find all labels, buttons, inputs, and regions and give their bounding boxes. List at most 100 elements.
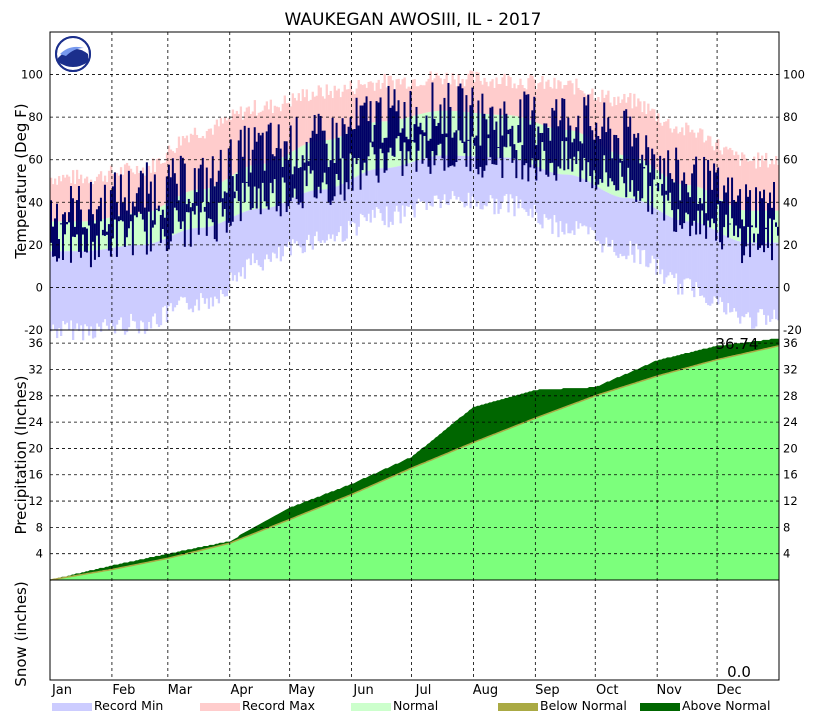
observed-temp-bar: [385, 137, 388, 171]
record-max-bar: [565, 85, 568, 130]
observed-temp-bar: [513, 144, 516, 159]
record-min-bar: [483, 157, 486, 206]
record-min-bar: [755, 242, 758, 327]
record-min-bar: [179, 231, 183, 297]
record-min-bar: [497, 157, 500, 214]
legend-label: Record Min: [94, 698, 163, 713]
record-max-bar: [203, 138, 207, 190]
record-min-bar: [165, 237, 169, 322]
precip-tick-left: 28: [28, 389, 43, 403]
record-max-bar: [491, 79, 494, 115]
grid-lines: [50, 32, 779, 680]
record-min-bar: [517, 159, 520, 209]
normal-range-bar: [765, 210, 768, 243]
observed-temp-bar: [153, 174, 156, 225]
normal-range-bar: [75, 221, 79, 252]
record-max-bar: [325, 84, 328, 141]
record-max-bar: [79, 174, 83, 222]
record-max-bar: [685, 122, 688, 186]
normal-range-bar: [659, 172, 662, 212]
month-label: May: [288, 683, 315, 698]
record-max-bar: [383, 73, 386, 122]
legend-swatch: [351, 703, 391, 711]
record-min-bar: [365, 171, 368, 222]
precip-tick-left: 12: [28, 494, 43, 508]
record-max-bar: [435, 72, 438, 112]
record-min-bar: [405, 163, 408, 207]
normal-range-bar: [463, 111, 466, 157]
observed-temp-bar: [707, 159, 710, 221]
record-max-bar: [455, 86, 458, 112]
record-max-bar: [353, 94, 356, 130]
observed-temp-bar: [183, 163, 186, 247]
record-min-bar: [659, 211, 662, 275]
record-max-bar: [497, 84, 500, 115]
normal-range-bar: [219, 182, 223, 223]
observed-temp-bar: [289, 125, 292, 202]
normal-range-bar: [397, 119, 400, 167]
record-min-bar: [51, 251, 55, 325]
record-max-bar: [407, 86, 410, 118]
normal-range-bar: [261, 163, 265, 209]
observed-temp-bar: [247, 127, 250, 187]
record-min-bar: [50, 251, 53, 332]
normal-range-bar: [473, 112, 476, 157]
record-min-bar: [329, 188, 332, 239]
temp-axis-title: Temperature (Deg F): [12, 103, 30, 259]
observed-temp-bar: [197, 168, 200, 235]
record-min-bar: [561, 174, 564, 232]
record-min-bar: [307, 191, 310, 235]
observed-temp-bar: [349, 117, 352, 154]
record-min-bar: [335, 186, 338, 237]
record-min-bar: [435, 155, 438, 196]
precip-tick-right: 32: [783, 362, 798, 376]
record-min-bar: [701, 224, 704, 296]
observed-temp-bar: [721, 201, 724, 250]
record-min-bar: [735, 240, 738, 312]
normal-range-bar: [777, 210, 780, 243]
record-min-bar: [85, 251, 89, 327]
record-max-bar: [397, 78, 400, 120]
normal-range-bar: [307, 143, 310, 192]
observed-temp-bar: [127, 170, 130, 229]
record-max-bar: [329, 90, 332, 140]
record-min-bar: [299, 194, 302, 248]
record-max-bar: [147, 165, 151, 212]
record-max-bar: [81, 183, 85, 222]
record-max-bar: [157, 158, 161, 208]
record-max-bar: [401, 79, 404, 119]
record-max-bar: [75, 169, 79, 222]
record-max-bar: [299, 100, 302, 147]
record-min-bar: [333, 187, 336, 242]
record-min-bar: [347, 180, 350, 221]
record-max-bar: [617, 96, 620, 155]
record-min-bar: [413, 161, 416, 218]
observed-temp-bar: [575, 127, 578, 165]
observed-temp-bar: [531, 110, 534, 159]
record-min-bar: [101, 249, 105, 323]
normal-range-bar: [245, 167, 249, 212]
record-min-bar: [717, 231, 720, 305]
observed-temp-bar: [223, 191, 226, 210]
record-min-bar: [721, 233, 724, 302]
observed-temp-bar: [767, 203, 770, 248]
record-min-bar: [593, 184, 596, 231]
observed-temp-bar: [405, 136, 408, 167]
temp-tick-right: 60: [783, 153, 798, 167]
normal-range-bar: [327, 139, 330, 189]
record-max-bar: [543, 88, 546, 126]
normal-range-bar: [655, 169, 658, 209]
observed-temp-bar: [339, 158, 342, 195]
record-min-bar: [157, 241, 161, 327]
record-min-bar: [541, 168, 544, 229]
normal-range-bar: [119, 215, 123, 247]
observed-temp-bar: [241, 156, 244, 183]
observed-temp-bar: [697, 203, 700, 211]
record-min-bar: [353, 177, 356, 224]
record-min-bar: [643, 202, 646, 250]
record-min-bar: [251, 209, 255, 254]
normal-range-bar: [201, 189, 205, 228]
record-max-bar: [537, 83, 540, 124]
observed-temp-bar: [451, 137, 454, 166]
observed-temp-bar: [673, 182, 676, 232]
